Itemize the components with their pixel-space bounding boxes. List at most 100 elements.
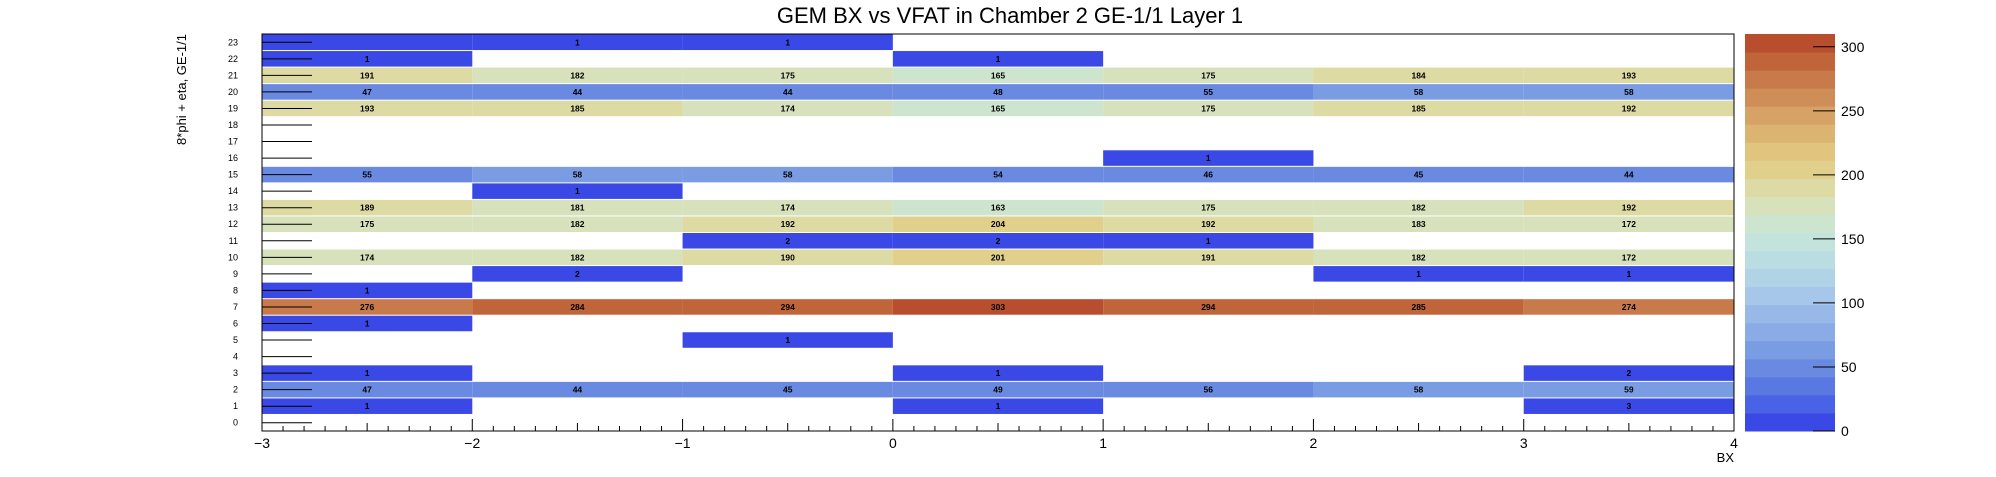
cell-value-label: 1: [996, 54, 1001, 64]
y-tick-label: 22: [228, 54, 238, 64]
colorbar: 0 50 100 150 200 250 300: [1745, 34, 1865, 439]
heatmap-cell: [1313, 84, 1524, 100]
heatmap-cell: [1313, 67, 1524, 84]
heatmap-cell: [892, 398, 1104, 414]
x-tick-label: 4: [1730, 435, 1738, 451]
cell-value-label: 45: [783, 385, 793, 395]
heatmap-cell: [1103, 166, 1314, 183]
cell-value-label: 175: [1201, 70, 1215, 80]
colorbar-tick-label: 150: [1841, 231, 1865, 247]
heatmap-cell: [1523, 398, 1734, 414]
cell-value-label: 55: [1204, 87, 1214, 97]
colorbar-tick-label: 50: [1841, 359, 1857, 375]
heatmap-cell: [1103, 100, 1314, 117]
cell-value-label: 2: [785, 236, 790, 246]
heatmap-cell: [1523, 67, 1734, 84]
cell-value-label: 2: [575, 269, 580, 279]
cell-value-label: 49: [993, 385, 1003, 395]
y-tick-label: 2: [233, 385, 238, 395]
cell-value-label: 44: [573, 87, 583, 97]
cell-value-label: 1: [365, 54, 370, 64]
heatmap-cell: [262, 67, 473, 84]
cell-value-label: 193: [360, 103, 374, 113]
heatmap-cell: [682, 216, 893, 232]
heatmap-cell: [472, 266, 683, 282]
y-axis-title: 8*phi + eta, GE-1/1: [174, 34, 189, 145]
cell-value-label: 193: [1622, 70, 1636, 80]
heatmap-cell: [1523, 365, 1734, 381]
y-tick-label: 7: [233, 302, 238, 312]
heatmap-cell: [892, 84, 1104, 100]
cell-value-label: 1: [785, 335, 790, 345]
cell-value-label: 181: [570, 203, 584, 213]
heatmap-cell: [262, 299, 473, 315]
cell-value-label: 58: [1414, 385, 1424, 395]
y-tick-label: 21: [228, 70, 238, 80]
y-tick-label: 18: [228, 120, 238, 130]
cell-value-label: 45: [1414, 170, 1424, 180]
cell-value-label: 44: [1624, 170, 1634, 180]
y-tick-label: 23: [228, 37, 238, 47]
cell-value-label: 56: [1204, 385, 1214, 395]
heatmap-cell: [1523, 381, 1734, 398]
cell-value-label: 175: [1201, 103, 1215, 113]
cell-value-label: 183: [1411, 219, 1425, 229]
cell-value-label: 1: [365, 401, 370, 411]
heatmap-cell: [682, 381, 893, 398]
cell-value-label: 172: [1622, 252, 1636, 262]
cell-value-label: 1: [785, 37, 790, 47]
cell-value-label: 47: [362, 385, 372, 395]
colorbar-segment: [1745, 160, 1835, 179]
colorbar-segment: [1745, 106, 1835, 125]
cell-value-label: 192: [781, 219, 795, 229]
x-tick-label: −3: [254, 435, 270, 451]
cell-value-label: 174: [781, 103, 795, 113]
heatmap-cell: [1523, 216, 1734, 232]
heatmap-cell: [1103, 381, 1314, 398]
cell-value-label: 175: [1201, 203, 1215, 213]
cell-value-label: 58: [783, 170, 793, 180]
x-tick-label: 1: [1099, 435, 1107, 451]
cell-value-label: 185: [570, 103, 584, 113]
heatmap-cell: [262, 315, 473, 332]
colorbar-segment: [1745, 376, 1835, 396]
y-tick-label: 11: [229, 236, 238, 246]
heatmap-cell: [682, 332, 893, 348]
heatmap-cell: [1313, 199, 1524, 216]
cell-value-label: 1: [365, 318, 370, 328]
colorbar-segment: [1745, 52, 1835, 71]
cell-value-label: 1: [575, 186, 580, 196]
heatmap-cell: [262, 365, 473, 381]
heatmap-cell: [1523, 266, 1734, 282]
heatmap-cell: [892, 166, 1104, 183]
cell-value-label: 182: [1411, 203, 1425, 213]
colorbar-segment: [1745, 394, 1835, 414]
cell-value-label: 172: [1622, 219, 1636, 229]
cell-value-label: 189: [360, 203, 374, 213]
cells-layer: [262, 34, 1734, 414]
heatmap-cell: [472, 381, 683, 398]
heatmap-cell: [682, 299, 893, 315]
heatmap-cell: [472, 249, 683, 266]
heatmap-cell: [1523, 166, 1734, 183]
heatmap-cell: [1313, 381, 1524, 398]
heatmap-cell: [682, 84, 893, 100]
colorbar-segment: [1745, 286, 1835, 306]
heatmap-cell: [262, 166, 473, 183]
cell-value-label: 2: [996, 236, 1001, 246]
cell-value-label: 165: [991, 70, 1005, 80]
colorbar-segment: [1745, 196, 1835, 215]
y-tick-label: 20: [228, 87, 238, 97]
cell-value-label: 191: [1201, 252, 1215, 262]
y-tick-label: 0: [233, 418, 238, 428]
cell-value-label: 190: [781, 252, 795, 262]
cell-value-label: 276: [360, 302, 374, 312]
cell-value-label: 294: [781, 302, 795, 312]
heatmap-cell: [472, 67, 683, 84]
cell-value-label: 284: [570, 302, 584, 312]
heatmap-cell: [1103, 233, 1314, 249]
heatmap-cell: [262, 84, 473, 100]
heatmap-cell: [262, 282, 473, 299]
colorbar-tick-label: 200: [1841, 167, 1865, 183]
